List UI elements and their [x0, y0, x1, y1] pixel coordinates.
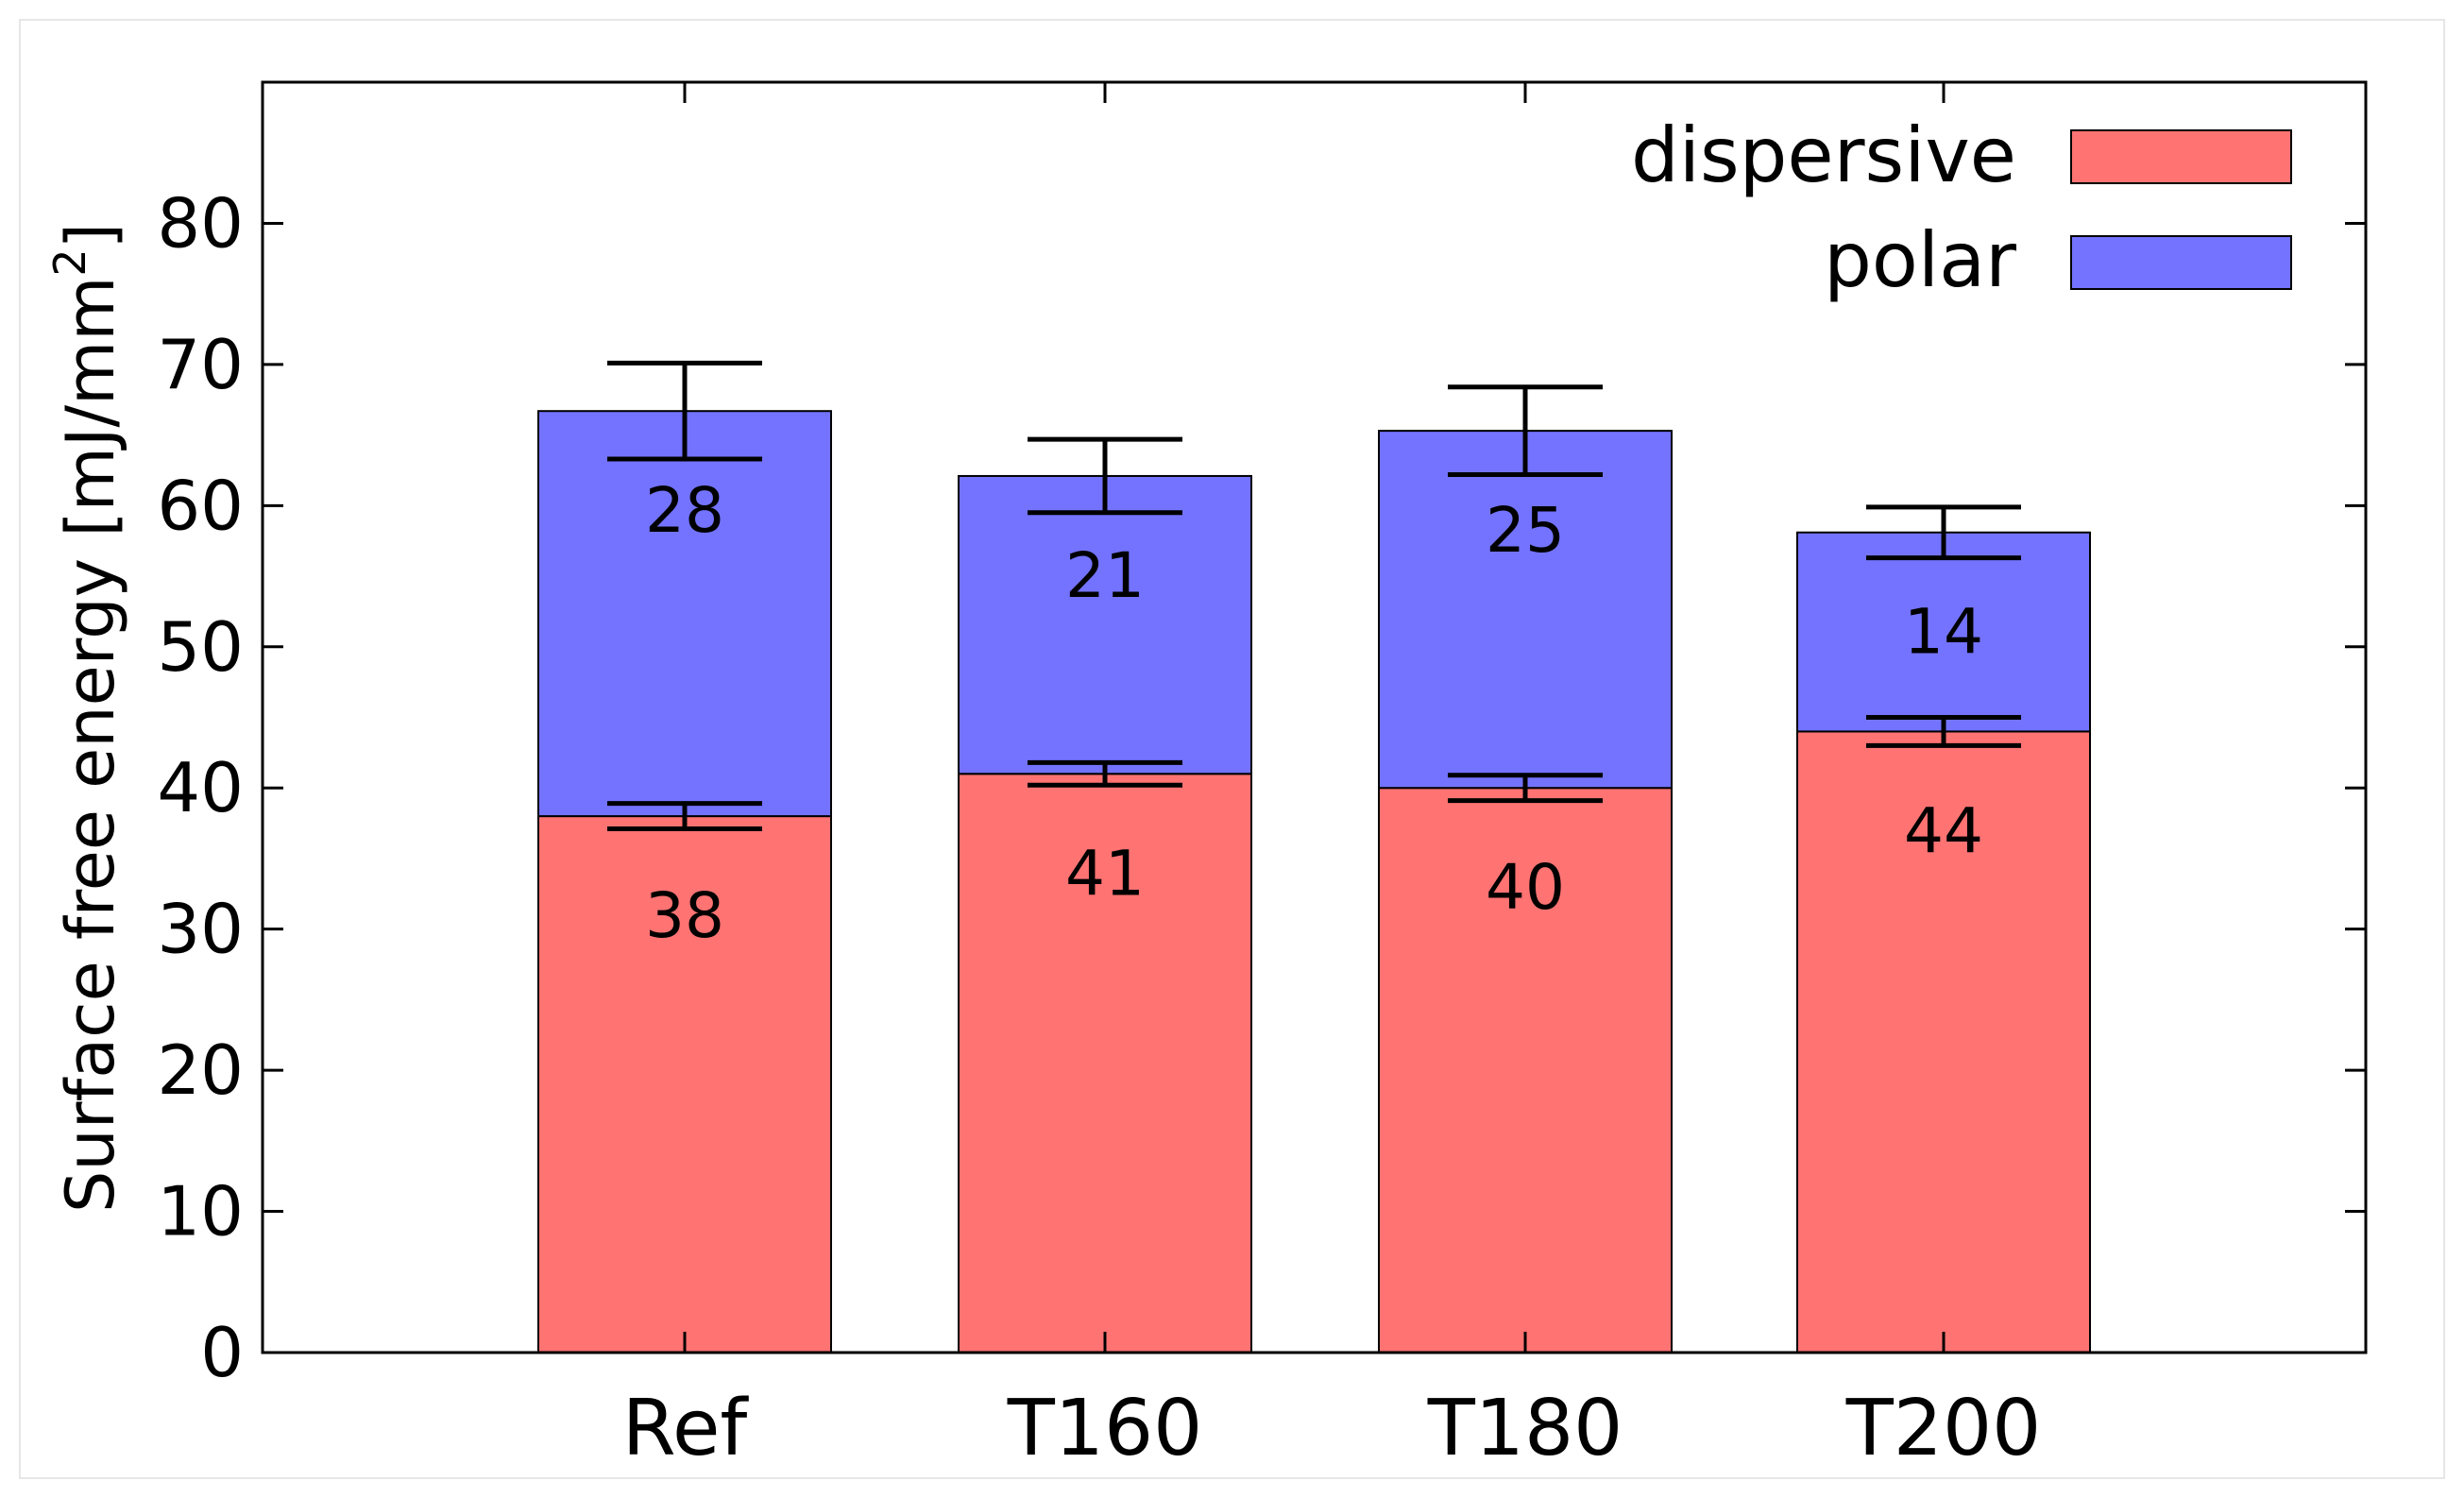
y-tick-label: 10: [157, 1172, 244, 1251]
y-axis-title-close: ]: [52, 223, 129, 248]
data-label-polar: 14: [1904, 596, 1983, 669]
error-bar-dispersive: [1448, 773, 1603, 804]
y-tick-label: 40: [157, 748, 244, 827]
bar-polar: [537, 410, 832, 818]
legend-label-dispersive: dispersive: [1631, 111, 2016, 199]
y-axis-title-main: Surface free energy [mJ/mm: [52, 277, 129, 1213]
y-tick-label: 0: [200, 1313, 244, 1392]
y-axis-title: Surface free energy [mJ/mm2]: [44, 223, 129, 1213]
bar-polar: [1378, 430, 1673, 790]
legend: dispersive polar: [1631, 111, 2292, 304]
error-bar-polar: [1028, 436, 1182, 516]
bar-dispersive: [1796, 730, 2091, 1353]
legend-swatch-dispersive: [2070, 129, 2292, 184]
x-tick-label: Ref: [622, 1384, 750, 1473]
y-tick-label: 50: [157, 607, 244, 687]
error-bars-layer: [607, 360, 2021, 832]
legend-swatch-polar: [2070, 235, 2292, 290]
bars-layer: [537, 410, 2091, 1353]
y-axis-title-superscript: 2: [44, 248, 95, 276]
y-axis: 0 10 20 30 40 50 60 70 80: [157, 183, 2366, 1392]
error-bar-dispersive: [1866, 715, 2021, 748]
error-bar-polar: [1866, 504, 2021, 561]
y-tick-label: 80: [157, 183, 244, 263]
data-label-dispersive: 40: [1486, 851, 1565, 924]
error-bar-dispersive: [607, 801, 762, 832]
data-label-dispersive: 38: [645, 879, 724, 952]
data-label-dispersive: 41: [1065, 837, 1145, 910]
data-label-dispersive: 44: [1904, 794, 1983, 867]
bar-polar: [958, 474, 1252, 775]
value-labels-layer: 38 28 41 21 40 25 44 14: [645, 474, 1983, 952]
error-bar-dispersive: [1028, 759, 1182, 788]
error-bar-polar: [607, 360, 762, 462]
y-tick-label: 60: [157, 466, 244, 545]
data-label-polar: 28: [645, 474, 724, 547]
x-tick-label: T160: [1007, 1384, 1203, 1473]
y-tick-label: 30: [157, 890, 244, 969]
legend-label-polar: polar: [1824, 216, 2016, 304]
figure-frame: [19, 19, 2445, 1479]
y-tick-label: 70: [157, 325, 244, 404]
x-tick-label: T200: [1845, 1384, 2042, 1473]
x-axis: Ref T160 T180 T200: [622, 82, 2042, 1473]
error-bar-polar: [1448, 384, 1603, 477]
plot-area: [261, 80, 2368, 1354]
x-tick-label: T180: [1427, 1384, 1623, 1473]
bar-dispersive: [958, 773, 1252, 1353]
data-label-polar: 25: [1486, 494, 1565, 567]
y-tick-label: 20: [157, 1030, 244, 1110]
data-label-polar: 21: [1065, 539, 1145, 612]
